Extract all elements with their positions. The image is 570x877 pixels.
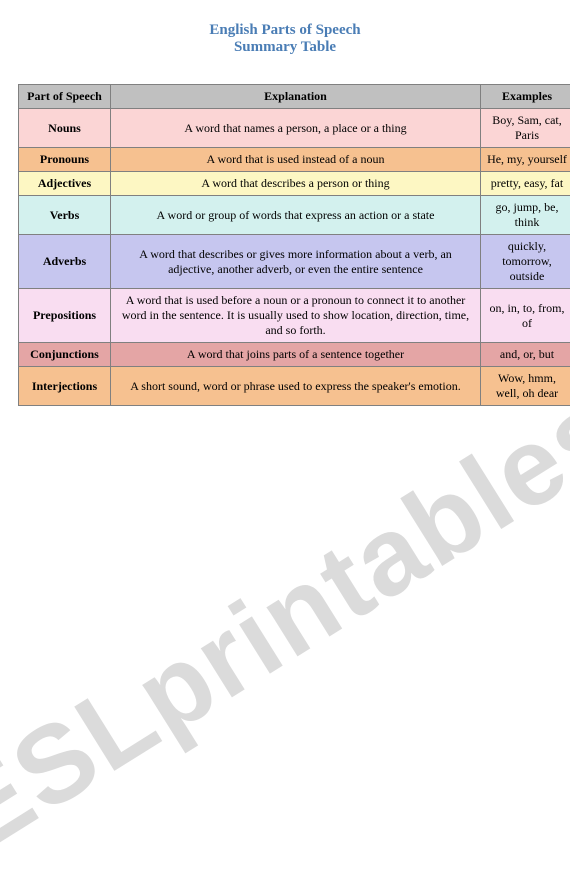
cell-part: Verbs [19, 196, 111, 235]
cell-examples: and, or, but [481, 343, 570, 367]
table-row: InterjectionsA short sound, word or phra… [19, 367, 570, 406]
cell-examples: He, my, yourself [481, 148, 570, 172]
cell-explanation: A short sound, word or phrase used to ex… [111, 367, 481, 406]
cell-part: Prepositions [19, 289, 111, 343]
header-part: Part of Speech [19, 85, 111, 109]
cell-part: Adjectives [19, 172, 111, 196]
table-row: PrepositionsA word that is used before a… [19, 289, 570, 343]
table-row: NounsA word that names a person, a place… [19, 109, 570, 148]
document-title: English Parts of Speech Summary Table [0, 0, 570, 84]
cell-examples: pretty, easy, fat [481, 172, 570, 196]
cell-explanation: A word that names a person, a place or a… [111, 109, 481, 148]
title-line-2: Summary Table [0, 39, 570, 56]
cell-explanation: A word that describes a person or thing [111, 172, 481, 196]
table-row: AdjectivesA word that describes a person… [19, 172, 570, 196]
table-row: PronounsA word that is used instead of a… [19, 148, 570, 172]
header-examples: Examples [481, 85, 570, 109]
table-row: ConjunctionsA word that joins parts of a… [19, 343, 570, 367]
cell-explanation: A word that joins parts of a sentence to… [111, 343, 481, 367]
cell-part: Conjunctions [19, 343, 111, 367]
watermark-text: ESLprintables [0, 363, 570, 876]
header-explanation: Explanation [111, 85, 481, 109]
cell-examples: Boy, Sam, cat, Paris [481, 109, 570, 148]
table-header-row: Part of Speech Explanation Examples [19, 85, 570, 109]
cell-explanation: A word that is used instead of a noun [111, 148, 481, 172]
title-line-1: English Parts of Speech [0, 22, 570, 39]
cell-explanation: A word or group of words that express an… [111, 196, 481, 235]
cell-examples: quickly, tomorrow, outside [481, 235, 570, 289]
cell-part: Adverbs [19, 235, 111, 289]
cell-explanation: A word that describes or gives more info… [111, 235, 481, 289]
cell-part: Nouns [19, 109, 111, 148]
cell-examples: go, jump, be, think [481, 196, 570, 235]
parts-of-speech-table: Part of Speech Explanation Examples Noun… [18, 84, 570, 406]
cell-examples: Wow, hmm, well, oh dear [481, 367, 570, 406]
table-row: VerbsA word or group of words that expre… [19, 196, 570, 235]
cell-examples: on, in, to, from, of [481, 289, 570, 343]
cell-explanation: A word that is used before a noun or a p… [111, 289, 481, 343]
cell-part: Interjections [19, 367, 111, 406]
table-row: AdverbsA word that describes or gives mo… [19, 235, 570, 289]
cell-part: Pronouns [19, 148, 111, 172]
